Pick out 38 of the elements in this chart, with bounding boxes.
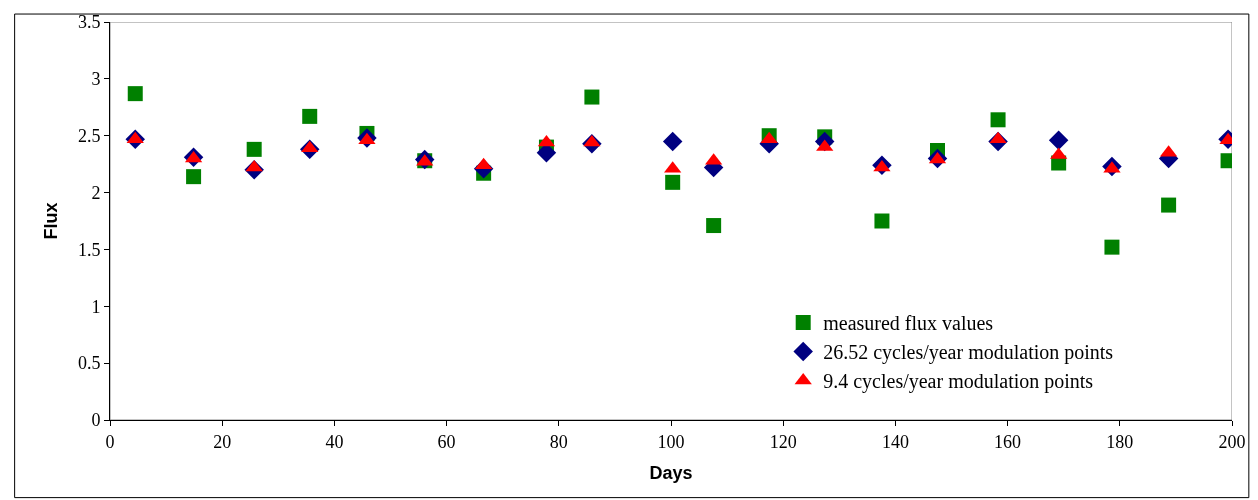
- x-tick-label: 0: [105, 431, 115, 452]
- x-tick-label: 200: [1218, 431, 1246, 452]
- point: [1104, 239, 1120, 255]
- point: [584, 89, 600, 105]
- y-tick-label: 0.5: [77, 353, 101, 374]
- x-tick-label: 80: [549, 431, 568, 452]
- y-axis-title: Flux: [41, 202, 62, 240]
- point: [706, 218, 722, 234]
- x-axis-title: Days: [649, 462, 693, 483]
- legend-label: 9.4 cycles/year modulation points: [823, 370, 1094, 394]
- y-tick-label: 2: [91, 182, 101, 203]
- y-tick-label: 1.5: [77, 239, 101, 260]
- point: [1161, 197, 1177, 213]
- point: [665, 174, 681, 190]
- y-tick-label: 2.5: [77, 126, 101, 147]
- y-tick-label: 3.5: [77, 12, 101, 33]
- point: [874, 213, 890, 229]
- legend-label: 26.52 cycles/year modulation points: [823, 341, 1114, 365]
- point: [127, 86, 143, 102]
- point: [662, 131, 683, 152]
- y-tick-label: 1: [91, 296, 101, 317]
- y-tick-label: 3: [91, 69, 101, 90]
- point: [536, 143, 557, 163]
- legend-label: measured flux values: [823, 312, 994, 335]
- x-tick-label: 60: [437, 431, 456, 452]
- x-tick-label: 160: [994, 431, 1022, 452]
- y-tick-label: 0: [91, 410, 101, 431]
- x-tick-label: 180: [1106, 431, 1134, 452]
- x-tick-label: 120: [769, 431, 797, 452]
- point: [990, 112, 1006, 128]
- x-tick-label: 100: [657, 431, 685, 452]
- point: [246, 141, 262, 157]
- x-tick-label: 20: [213, 431, 232, 452]
- point: [1048, 130, 1069, 151]
- point: [186, 169, 202, 185]
- x-tick-label: 40: [325, 431, 344, 452]
- point: [302, 108, 318, 124]
- x-tick-label: 140: [881, 431, 909, 452]
